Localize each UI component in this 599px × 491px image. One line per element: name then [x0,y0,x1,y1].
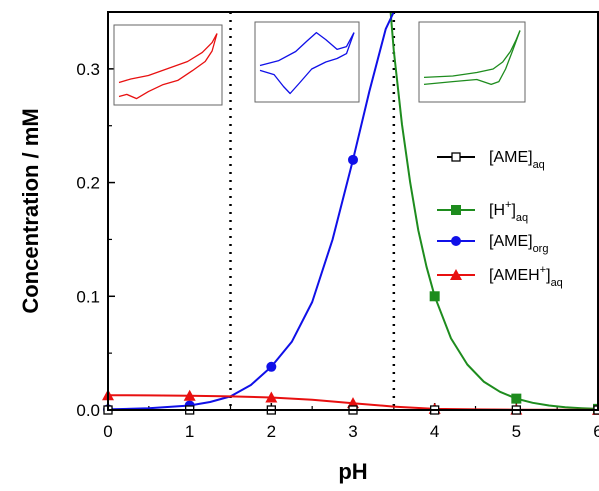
inset-layer [113,21,526,106]
data-point [511,393,522,404]
legend-entry: [AME]aq [437,149,545,171]
legend-label-main: [AMEH [489,267,540,284]
data-point [348,154,358,165]
legend-label: [H+]aq [489,199,528,224]
inset-trace [423,30,521,79]
legend: [AME]aq[H+]aq[AME]org[AMEH+]aq [437,149,563,289]
legend-entry: [AME]org [437,233,548,255]
legend-label-main: [H [489,202,505,219]
inset-frame [418,21,526,103]
legend-label-superscript: + [540,264,546,276]
inset-trace [118,33,218,84]
y-tick-label: 0.1 [76,287,100,306]
legend-label-subscript: aq [533,159,545,171]
x-tick-label: 0 [103,422,112,441]
y-tick-label: 0.3 [76,60,100,79]
data-point [266,361,277,372]
legend-entry: [AMEH+]aq [437,264,563,289]
legend-label-subscript: aq [551,277,563,289]
data-point [451,152,461,162]
x-tick-label: 3 [348,422,357,441]
inset-trace [259,31,355,67]
data-point [450,269,462,280]
x-tick-label: 4 [430,422,439,441]
y-tick-label: 0.0 [76,401,100,420]
data-point-layer [102,154,599,415]
x-tick-label: 6 [593,422,599,441]
legend-label: [AME]org [489,233,548,255]
x-tick-label: 2 [267,422,276,441]
legend-label-subscript: aq [516,212,528,224]
legend-label-bracket: ] [511,202,515,219]
legend-label: [AMEH+]aq [489,264,563,289]
cv-inset [113,24,223,106]
inset-trace [118,33,218,100]
data-point [265,391,278,403]
legend-label-superscript: + [505,199,511,211]
series-line [389,12,598,410]
x-axis-title: pH [338,459,367,484]
x-tick-label: 1 [185,422,194,441]
cv-inset [254,21,360,103]
legend-label-subscript: org [533,243,549,255]
legend-label-bracket: ] [546,267,550,284]
data-point [183,389,196,401]
data-point [451,205,461,215]
inset-frame [254,21,360,103]
data-point [429,291,440,302]
legend-entry: [H+]aq [437,199,528,224]
y-axis-title: Concentration / mM [18,108,43,313]
cv-inset [418,21,526,103]
plot-frame [107,11,599,411]
inset-frame [113,24,223,106]
legend-label-main: [AME] [489,149,533,166]
inset-trace [423,30,521,86]
legend-label-main: [AME] [489,233,533,250]
y-tick-label: 0.2 [76,174,100,193]
inset-trace [259,32,355,95]
x-tick-label: 5 [512,422,521,441]
data-point [451,236,461,246]
legend-label: [AME]aq [489,149,545,171]
